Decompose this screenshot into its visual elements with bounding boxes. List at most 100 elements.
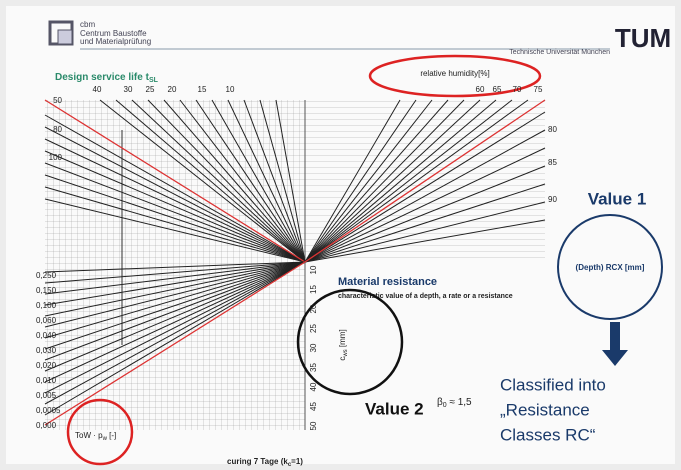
nomogram-line [227, 99, 306, 263]
nomogram-line [243, 99, 306, 263]
cbm-logo [48, 20, 74, 46]
center-tick-label: 20 [309, 304, 318, 313]
nomogram-line [44, 261, 306, 405]
center-tick-label: 25 [309, 324, 318, 333]
nomogram-line [304, 111, 546, 263]
beta-label: β0 ≈ 1,5 [437, 397, 472, 409]
nomogram-line [44, 126, 306, 263]
center-tick-label: 10 [309, 265, 318, 274]
nomogram-line [304, 99, 481, 263]
tow-main: ToW · p [75, 431, 103, 440]
nomogram-line [179, 99, 306, 263]
humidity-tick-label: 75 [534, 85, 543, 94]
nomogram-line [131, 99, 306, 263]
nomogram-lines [44, 99, 546, 426]
nomogram-line [44, 162, 306, 263]
left-tick-label: 100 [49, 153, 63, 162]
nomogram-line [259, 99, 306, 263]
nomogram-line [147, 99, 306, 263]
nomogram-line [304, 99, 433, 263]
lower-tick-label: 0,000 [36, 421, 57, 430]
lower-tick-label: 0,150 [36, 286, 57, 295]
nomogram-line [44, 261, 306, 295]
footer-sub: c [288, 462, 292, 468]
classified-line: „Resistance [500, 400, 590, 419]
nomogram-line [44, 261, 306, 383]
beta-rest: ≈ 1,5 [447, 397, 472, 408]
tow-unit: [-] [107, 431, 116, 440]
humidity-label: relative humidity[%] [420, 69, 489, 78]
center-tick-label: 30 [309, 343, 318, 352]
top-tick-label: 10 [226, 85, 235, 94]
value1: Value 1 [588, 189, 647, 208]
nomogram-line [44, 174, 306, 263]
university: Technische Universität München [509, 49, 610, 56]
axis-unit: [mm] [338, 329, 347, 349]
nomogram-line [304, 99, 546, 263]
lower-tick-label: 0,250 [36, 271, 57, 280]
value2: Value 2 [365, 399, 424, 418]
axis-sub: ws [343, 349, 349, 357]
material-subtitle: characteristic value of a depth, a rate … [338, 293, 513, 300]
beta-main: β [437, 397, 443, 408]
nomogram-line [44, 99, 306, 263]
top-tick-label: 40 [93, 85, 102, 94]
classified-line: Classified into [500, 375, 606, 394]
tum-logo: TUM [615, 23, 671, 53]
nomogram-line [44, 138, 306, 263]
nomogram-line [99, 99, 306, 263]
right-tick-label: 85 [548, 158, 557, 167]
nomogram-line [44, 186, 306, 263]
lower-tick-label: 0,010 [36, 376, 57, 385]
top-tick-label: 15 [198, 85, 207, 94]
arrow-down [602, 322, 628, 366]
lower-tick-label: 0,005 [36, 391, 57, 400]
top-tick-label: 30 [124, 85, 133, 94]
center-tick-label: 50 [309, 421, 318, 430]
rcx-label: (Depth) RCX [mm] [576, 263, 645, 272]
nomogram-line [211, 99, 306, 263]
org-line: cbm [80, 20, 95, 29]
nomogram-line [275, 99, 306, 263]
nomogram-line [44, 261, 306, 306]
nomogram-line [44, 261, 306, 284]
nomogram-line [44, 261, 306, 372]
tow-highlight [66, 398, 134, 466]
left-tick-label: 80 [53, 125, 62, 134]
humidity-tick-label: 65 [493, 85, 502, 94]
humidity-highlight [368, 54, 542, 98]
lower-tick-label: 0,020 [36, 361, 57, 370]
material-title: Material resistance [338, 276, 437, 288]
nomogram-line [44, 198, 306, 263]
nomogram-line [304, 99, 497, 263]
nomogram-line [195, 99, 306, 263]
nomogram-line [304, 99, 513, 263]
value2-circle [296, 288, 404, 396]
center-tick-label: 45 [309, 402, 318, 411]
nomogram-line [304, 99, 417, 263]
nomogram-line [44, 261, 306, 273]
nomogram-line [304, 219, 546, 263]
nomogram-line [44, 261, 306, 426]
nomogram-line [44, 261, 306, 350]
nomogram-line [44, 261, 306, 394]
nomogram-line [304, 99, 529, 263]
nomogram-line [44, 261, 306, 339]
footer-main: curing 7 Tage (k [227, 457, 288, 466]
nomogram-line [304, 183, 546, 263]
material-label-bg [333, 270, 573, 304]
rcx-circle [557, 214, 663, 320]
nomogram-line [304, 165, 546, 263]
lower-tick-label: 0,060 [36, 316, 57, 325]
beta-sub: 0 [443, 402, 447, 409]
center-tick-label: 15 [309, 285, 318, 294]
nomogram-line [304, 129, 546, 263]
axis-label: cws [mm] [338, 329, 348, 360]
tow-label: ToW · pw [-] [75, 431, 116, 441]
humidity-tick-label: 70 [513, 85, 522, 94]
nomogram-line [163, 99, 306, 263]
nomogram-line [44, 150, 306, 263]
nomogram-line [115, 99, 306, 263]
lower-tick-label: 0,040 [36, 331, 57, 340]
